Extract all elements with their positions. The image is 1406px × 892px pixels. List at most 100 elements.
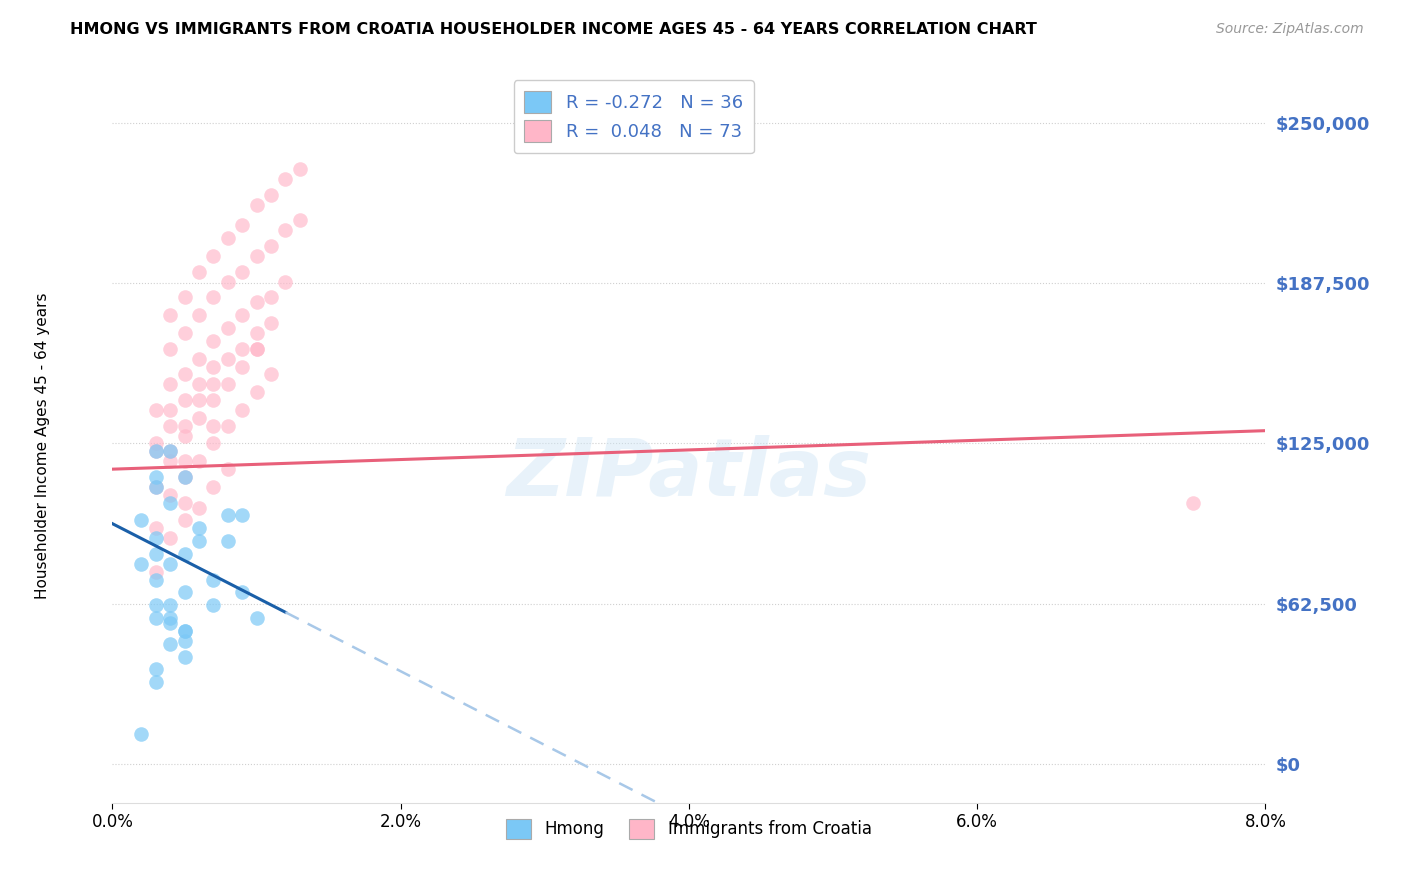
Point	[188, 410, 211, 425]
Point	[159, 403, 181, 417]
Text: Source: ZipAtlas.com: Source: ZipAtlas.com	[1216, 22, 1364, 37]
Point	[159, 377, 181, 392]
Point	[260, 290, 283, 304]
Point	[217, 231, 239, 245]
Point	[173, 290, 195, 304]
Point	[202, 392, 225, 407]
Point	[188, 377, 211, 392]
Point	[159, 495, 181, 509]
Point	[173, 624, 195, 638]
Point	[231, 508, 253, 523]
Point	[145, 675, 167, 690]
Point	[129, 557, 153, 571]
Point	[159, 488, 181, 502]
Point	[188, 534, 211, 549]
Point	[145, 532, 167, 546]
Point	[173, 326, 195, 340]
Point	[159, 444, 181, 458]
Text: HMONG VS IMMIGRANTS FROM CROATIA HOUSEHOLDER INCOME AGES 45 - 64 YEARS CORRELATI: HMONG VS IMMIGRANTS FROM CROATIA HOUSEHO…	[70, 22, 1038, 37]
Point	[145, 521, 167, 535]
Point	[1182, 495, 1205, 509]
Point	[202, 334, 225, 348]
Point	[159, 611, 181, 625]
Point	[173, 585, 195, 599]
Point	[246, 342, 269, 356]
Text: Householder Income Ages 45 - 64 years: Householder Income Ages 45 - 64 years	[35, 293, 49, 599]
Point	[129, 514, 153, 528]
Point	[145, 436, 167, 450]
Point	[231, 219, 253, 233]
Point	[173, 429, 195, 443]
Point	[217, 377, 239, 392]
Text: ZIPatlas: ZIPatlas	[506, 434, 872, 513]
Point	[159, 598, 181, 612]
Point	[202, 290, 225, 304]
Point	[202, 480, 225, 494]
Point	[231, 342, 253, 356]
Point	[173, 368, 195, 382]
Point	[188, 392, 211, 407]
Point	[173, 649, 195, 664]
Point	[288, 161, 311, 176]
Point	[145, 470, 167, 484]
Point	[246, 249, 269, 263]
Point	[173, 514, 195, 528]
Point	[159, 532, 181, 546]
Point	[231, 403, 253, 417]
Point	[260, 316, 283, 330]
Point	[217, 534, 239, 549]
Point	[173, 495, 195, 509]
Point	[159, 444, 181, 458]
Point	[217, 351, 239, 366]
Point	[288, 213, 311, 227]
Point	[217, 462, 239, 476]
Point	[145, 547, 167, 561]
Point	[202, 359, 225, 374]
Point	[231, 359, 253, 374]
Point	[217, 418, 239, 433]
Point	[173, 624, 195, 638]
Point	[274, 275, 297, 289]
Point	[188, 264, 211, 278]
Point	[173, 547, 195, 561]
Point	[246, 326, 269, 340]
Point	[145, 444, 167, 458]
Point	[246, 385, 269, 400]
Point	[145, 480, 167, 494]
Point	[217, 275, 239, 289]
Point	[145, 662, 167, 676]
Point	[274, 172, 297, 186]
Point	[188, 521, 211, 535]
Point	[159, 454, 181, 468]
Point	[231, 585, 253, 599]
Point	[159, 342, 181, 356]
Point	[246, 342, 269, 356]
Point	[246, 198, 269, 212]
Point	[173, 418, 195, 433]
Point	[188, 351, 211, 366]
Point	[246, 611, 269, 625]
Point	[231, 308, 253, 322]
Point	[159, 557, 181, 571]
Point	[274, 223, 297, 237]
Point	[173, 634, 195, 648]
Point	[159, 637, 181, 651]
Point	[145, 403, 167, 417]
Point	[188, 308, 211, 322]
Point	[159, 418, 181, 433]
Point	[159, 308, 181, 322]
Point	[173, 470, 195, 484]
Point	[145, 598, 167, 612]
Point	[145, 573, 167, 587]
Point	[188, 500, 211, 515]
Point	[145, 611, 167, 625]
Point	[202, 573, 225, 587]
Point	[260, 239, 283, 253]
Point	[202, 418, 225, 433]
Point	[188, 454, 211, 468]
Point	[260, 368, 283, 382]
Point	[202, 598, 225, 612]
Point	[202, 377, 225, 392]
Point	[202, 249, 225, 263]
Point	[173, 470, 195, 484]
